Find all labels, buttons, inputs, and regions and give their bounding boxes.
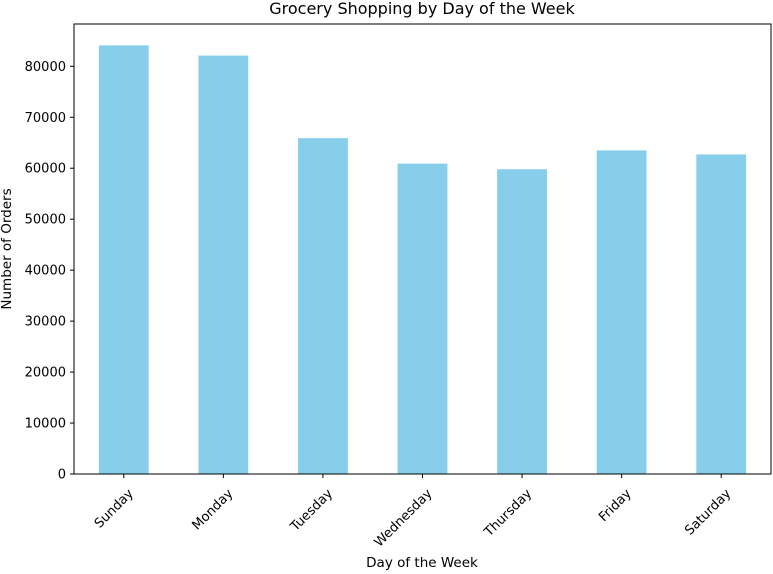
y-axis-label: Number of Orders [0, 188, 15, 309]
x-tick-label-wednesday: Wednesday [372, 486, 436, 550]
bar-tuesday [298, 138, 348, 474]
y-tick-label: 50000 [25, 213, 66, 228]
x-tick-label-friday: Friday [596, 486, 635, 525]
chart-title: Grocery Shopping by Day of the Week [269, 0, 575, 18]
y-tick-label: 30000 [25, 315, 66, 330]
x-axis-label: Day of the Week [366, 555, 478, 570]
bars-layer [98, 45, 747, 475]
y-tick-label: 20000 [25, 366, 66, 381]
x-tick-label-tuesday: Tuesday [287, 486, 336, 535]
x-axis: Sunday Monday Tuesday Wednesday Thursday Frid… [92, 474, 734, 550]
bar-saturday [696, 154, 747, 474]
x-tick-label-thursday: Thursday [481, 486, 535, 540]
y-tick-label: 10000 [25, 417, 66, 432]
bar-friday [596, 150, 647, 474]
bar-monday [198, 55, 249, 474]
x-tick-label-sunday: Sunday [92, 486, 137, 531]
bar-wednesday [397, 163, 448, 474]
y-tick-label: 40000 [25, 264, 66, 279]
y-tick-label: 0 [58, 468, 66, 483]
y-axis: 0 10000 20000 30000 40000 50000 60000 70000 8000… [25, 60, 74, 483]
bar-thursday [497, 169, 547, 475]
x-tick-label-saturday: Saturday [682, 486, 734, 538]
x-tick-label-monday: Monday [190, 486, 237, 533]
y-tick-label: 80000 [25, 60, 66, 75]
bar-sunday [98, 45, 149, 475]
y-tick-label: 60000 [25, 162, 66, 177]
y-tick-label: 70000 [25, 111, 66, 126]
